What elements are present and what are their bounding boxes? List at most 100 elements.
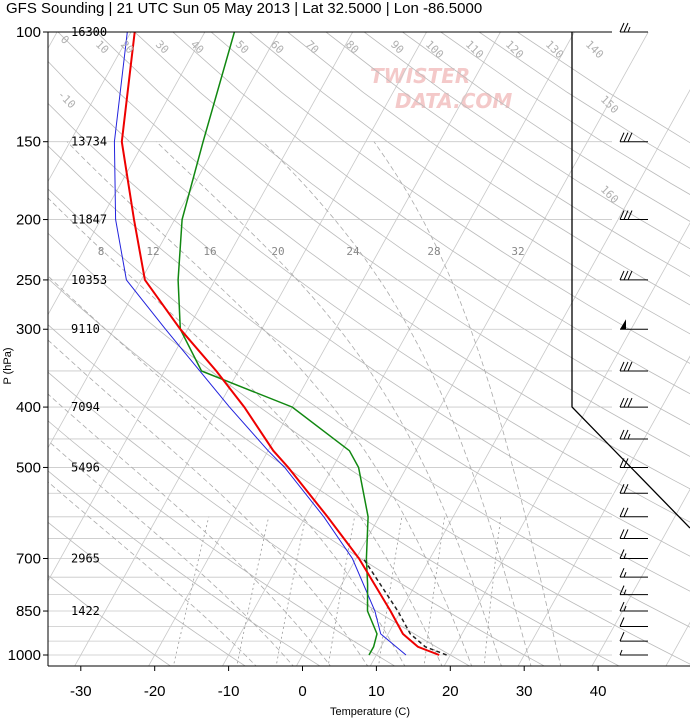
wind-barb-full xyxy=(623,507,629,517)
wind-barb-full xyxy=(619,132,625,142)
dry-adiabat-line xyxy=(48,420,396,666)
dry-adiabat-line xyxy=(287,32,690,306)
dry-adiabat-line xyxy=(48,145,690,592)
wind-barb xyxy=(619,458,648,468)
isotherm-line xyxy=(295,32,649,666)
wind-barb-full xyxy=(627,270,633,281)
isotherm-label: 160 xyxy=(598,183,621,206)
dry-adiabat-line xyxy=(48,102,690,557)
wind-barb-full xyxy=(623,397,629,408)
chart-title: GFS Sounding | 21 UTC Sun 05 May 2013 | … xyxy=(6,0,483,17)
wind-barb xyxy=(619,507,648,518)
pressure-tick-label: 850 xyxy=(16,603,41,620)
wind-barb-full xyxy=(619,585,625,595)
pressure-tick-label: 100 xyxy=(16,24,41,41)
dry-adiabat-line xyxy=(325,32,690,277)
wind-barb-full xyxy=(623,529,629,539)
dry-adiabat-line xyxy=(478,32,690,169)
temperature-tick-label: -30 xyxy=(70,683,92,700)
height-label: 11847 xyxy=(71,213,107,227)
mixing-ratio-label: 32 xyxy=(511,245,524,258)
wind-barb-half xyxy=(623,553,627,559)
wind-barb-full xyxy=(619,529,625,539)
wind-barb-full xyxy=(623,210,629,220)
wind-barb-full xyxy=(627,210,633,220)
wind-barb-full xyxy=(619,507,625,517)
mixing-ratio-line xyxy=(378,516,403,666)
wind-barb-full xyxy=(619,458,625,468)
wind-barb-flag xyxy=(620,319,626,330)
wind-barb xyxy=(619,567,648,578)
height-label: 9110 xyxy=(71,322,100,336)
mixing-ratio-label: 16 xyxy=(203,245,216,258)
wind-barb xyxy=(619,631,648,642)
pressure-tick-label: 700 xyxy=(16,550,41,567)
wind-barb-full xyxy=(619,567,625,578)
x-axis-title: Temperature (C) xyxy=(330,706,410,718)
pressure-tick-label: 300 xyxy=(16,321,41,338)
mixing-ratio-line xyxy=(483,516,502,666)
temperature-tick-label: 40 xyxy=(590,683,607,700)
dry-adiabat-line xyxy=(48,277,620,666)
pressure-tick-label: 500 xyxy=(16,459,41,476)
wind-barb xyxy=(619,429,648,440)
mixing-ratio-label: 8 xyxy=(98,245,105,258)
isotherm-label: 10 xyxy=(93,38,112,57)
mixing-ratio-line xyxy=(423,516,445,666)
wind-barb-full xyxy=(623,132,629,142)
dry-adiabat-line xyxy=(363,32,690,250)
dry-adiabat-line xyxy=(48,188,690,628)
isotherm-line xyxy=(148,32,501,666)
isotherm-label: 100 xyxy=(423,38,446,61)
isotherm-line xyxy=(517,355,690,666)
height-label: 10353 xyxy=(71,273,107,287)
dry-adiabat-line xyxy=(48,371,471,666)
height-label: 5496 xyxy=(71,460,100,474)
wind-barb-half xyxy=(619,649,623,656)
wind-barb-full xyxy=(619,429,625,440)
wind-profile-outline xyxy=(571,32,690,529)
wind-barb-full xyxy=(619,210,625,220)
pressure-tick-label: 1000 xyxy=(8,647,41,664)
wind-barb xyxy=(619,529,648,539)
wind-barb-full xyxy=(619,22,625,33)
moist-adiabat-line xyxy=(48,197,443,666)
moist-adiabat-line xyxy=(48,481,257,666)
dry-adiabat-line xyxy=(249,32,690,335)
wind-barb-full xyxy=(623,270,629,281)
wind-barb xyxy=(619,210,648,221)
dry-adiabat-line xyxy=(57,32,690,490)
isotherm-line xyxy=(369,89,690,666)
mixing-ratio-line xyxy=(327,516,355,666)
isotherm-label: 70 xyxy=(303,38,322,57)
wind-barb-full xyxy=(619,397,625,408)
dry-adiabat-line xyxy=(96,32,690,457)
wind-barb-full xyxy=(623,484,629,494)
wind-barb xyxy=(619,601,648,612)
wind-barb-full xyxy=(619,549,625,559)
temperature-tick-label: 0 xyxy=(298,683,306,700)
temperature-tick-label: -20 xyxy=(144,683,166,700)
isotherm-label: 140 xyxy=(583,38,606,61)
pressure-tick-label: 400 xyxy=(16,399,41,416)
isotherm-line xyxy=(48,32,132,183)
isotherm-label: 80 xyxy=(343,38,362,57)
sounding-traces xyxy=(113,32,447,656)
wind-barb xyxy=(620,319,648,330)
isotherm-label: 90 xyxy=(388,38,407,57)
wind-barb-full xyxy=(627,361,633,372)
isotherm-label: 30 xyxy=(153,38,172,57)
temperature-tick-label: -10 xyxy=(218,683,240,700)
wind-barb-full xyxy=(623,22,629,33)
isotherm-line xyxy=(591,488,690,666)
mixing-ratio-label: 20 xyxy=(271,245,284,258)
dry-adiabat-line xyxy=(48,470,321,666)
temperature-trace xyxy=(120,32,440,656)
wind-barb-full xyxy=(619,617,625,627)
moist-adiabat-line xyxy=(373,141,562,666)
moist-adiabat-line xyxy=(262,141,532,666)
mixing-ratio-line xyxy=(172,516,210,666)
watermark: TWISTER DATA.COM xyxy=(370,64,512,113)
height-label: 7094 xyxy=(71,400,100,414)
